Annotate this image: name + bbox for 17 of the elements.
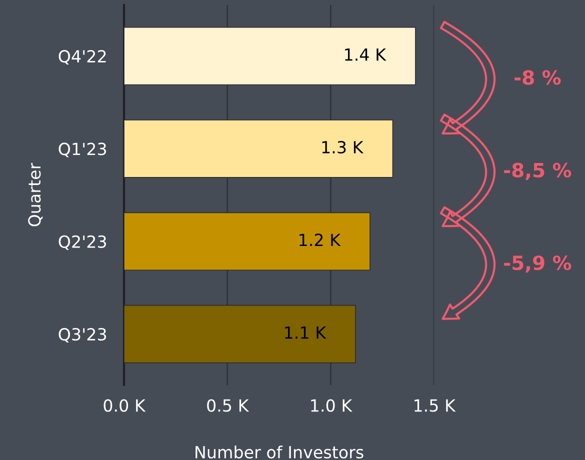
y-tick-label: Q4'22: [58, 50, 106, 65]
text: -5,9 %: [504, 255, 572, 273]
data-label: 1.4 K: [345, 48, 386, 61]
y-axis-title: Quarter: [28, 162, 43, 226]
x-tick-label: 0.5 K: [207, 399, 250, 412]
data-label: 1.1 K: [285, 326, 326, 339]
y-tick-label: Q1'23: [58, 142, 106, 158]
data-label: 1.3 K: [322, 140, 364, 154]
x-tick-label: 1.5 K: [414, 399, 456, 412]
data-label: 1.2 K: [300, 234, 341, 246]
y-tick-label: Q2'23: [58, 235, 106, 250]
y-tick-label: Q3'23: [58, 328, 106, 343]
x-tick-label: 1.0 K: [311, 399, 352, 412]
x-axis-title: Number of Investors: [196, 446, 364, 458]
x-tick-label: 0.0 K: [104, 399, 146, 412]
text: -8 %: [514, 70, 561, 85]
text: -8,5 %: [504, 162, 572, 180]
